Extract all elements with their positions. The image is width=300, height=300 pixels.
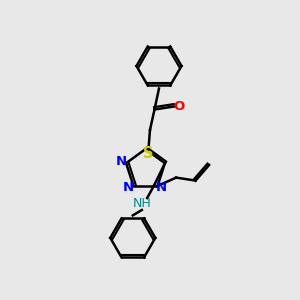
Text: N: N	[155, 181, 167, 194]
Text: NH: NH	[132, 197, 151, 210]
Text: S: S	[143, 146, 154, 161]
Text: O: O	[174, 100, 185, 113]
Text: N: N	[123, 181, 134, 194]
Text: N: N	[116, 155, 127, 169]
